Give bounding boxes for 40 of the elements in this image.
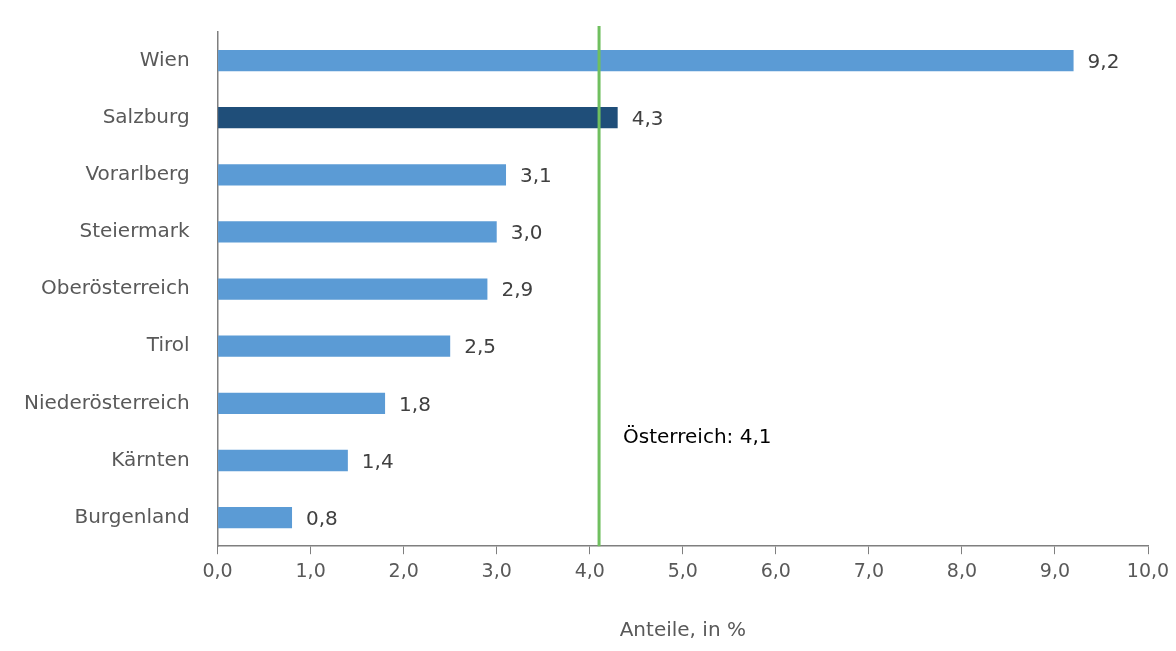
data-label: 3,0: [510, 220, 543, 245]
y-tick-label: Salzburg: [102, 103, 190, 128]
x-tick-label: 3,0: [481, 558, 512, 581]
y-tick-label: Steiermark: [79, 218, 191, 243]
data-label: 3,1: [520, 163, 552, 188]
data-label: 1,8: [399, 391, 431, 416]
x-axis-title: Anteile, in %: [619, 617, 746, 642]
x-tick-label: 4,0: [574, 558, 605, 581]
x-tick-label: 10,0: [1126, 558, 1170, 581]
y-tick-label: Vorarlberg: [85, 161, 190, 186]
x-tick-label: 2,0: [388, 558, 419, 581]
x-tick-label: 6,0: [760, 558, 791, 581]
ref-line-label: Österreich: 4,1: [623, 423, 772, 448]
y-tick-label: Oberösterreich: [41, 275, 190, 300]
x-tick-label: 7,0: [853, 558, 884, 581]
y-tick-label: Tirol: [145, 332, 190, 357]
data-label: 0,8: [306, 505, 338, 530]
data-label: 4,3: [631, 105, 664, 130]
bar: [218, 278, 488, 300]
y-tick-label: Kärnten: [111, 446, 190, 471]
y-tick-label: Burgenland: [74, 503, 190, 528]
bar: [218, 335, 451, 357]
x-tick-label: 9,0: [1039, 558, 1071, 581]
data-label: 2,9: [501, 277, 534, 302]
data-label: 9,2: [1087, 48, 1120, 73]
y-tick-label: Niederösterreich: [23, 389, 190, 414]
bar: [218, 221, 497, 243]
bar: [218, 449, 348, 472]
bar: [218, 507, 293, 529]
data-label: 2,5: [464, 334, 497, 359]
bar: [218, 107, 618, 129]
x-tick-label: 1,0: [295, 558, 326, 581]
bar: [218, 164, 507, 186]
x-tick-label: 5,0: [667, 558, 698, 581]
data-label: 1,4: [361, 448, 394, 473]
bar: [218, 49, 1074, 72]
bar: [218, 392, 386, 414]
x-tick-label: 8,0: [946, 558, 978, 581]
y-tick-label: Wien: [139, 46, 190, 71]
x-tick-label: 0,0: [202, 558, 233, 581]
